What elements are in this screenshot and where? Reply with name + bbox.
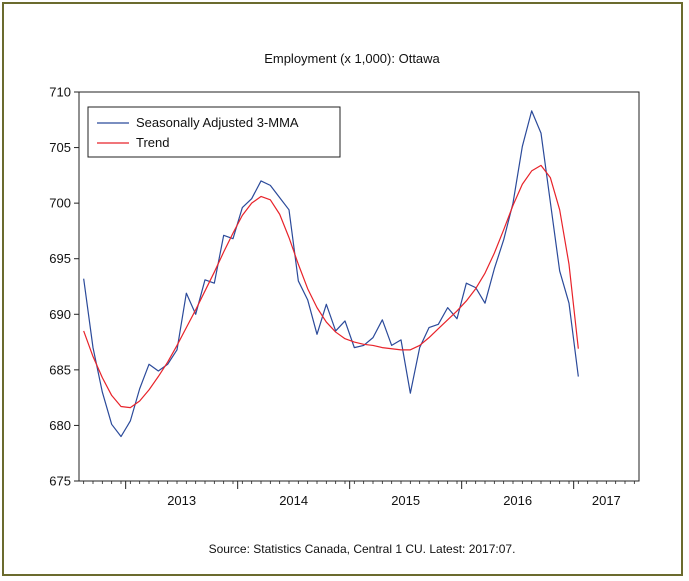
y-tick-label: 700 [49, 196, 71, 211]
x-tick-label: 2016 [503, 493, 532, 508]
y-tick-label: 705 [49, 140, 71, 155]
x-axis: 2013 2014 2015 2016 2017 [83, 481, 635, 508]
legend-label-trend: Trend [136, 135, 169, 150]
y-tick-label: 695 [49, 251, 71, 266]
y-axis: 675 680 685 690 695 700 705 710 [49, 85, 79, 489]
legend: Seasonally Adjusted 3-MMA Trend [87, 106, 341, 158]
legend-label-sa: Seasonally Adjusted 3-MMA [136, 115, 299, 130]
series-lines [83, 110, 579, 438]
legend-box [87, 106, 341, 158]
y-tick-label: 690 [49, 307, 71, 322]
x-tick-label: 2013 [167, 493, 196, 508]
x-tick-label: 2015 [391, 493, 420, 508]
source-note: Source: Statistics Canada, Central 1 CU.… [209, 542, 516, 556]
y-tick-label: 710 [49, 85, 71, 100]
y-tick-label: 675 [49, 474, 71, 489]
x-tick-label: 2017 [592, 493, 621, 508]
y-tick-label: 685 [49, 362, 71, 377]
y-tick-label: 680 [49, 418, 71, 433]
trend-series-line [83, 164, 579, 409]
x-tick-label: 2014 [279, 493, 308, 508]
chart-title: Employment (x 1,000): Ottawa [264, 51, 440, 66]
